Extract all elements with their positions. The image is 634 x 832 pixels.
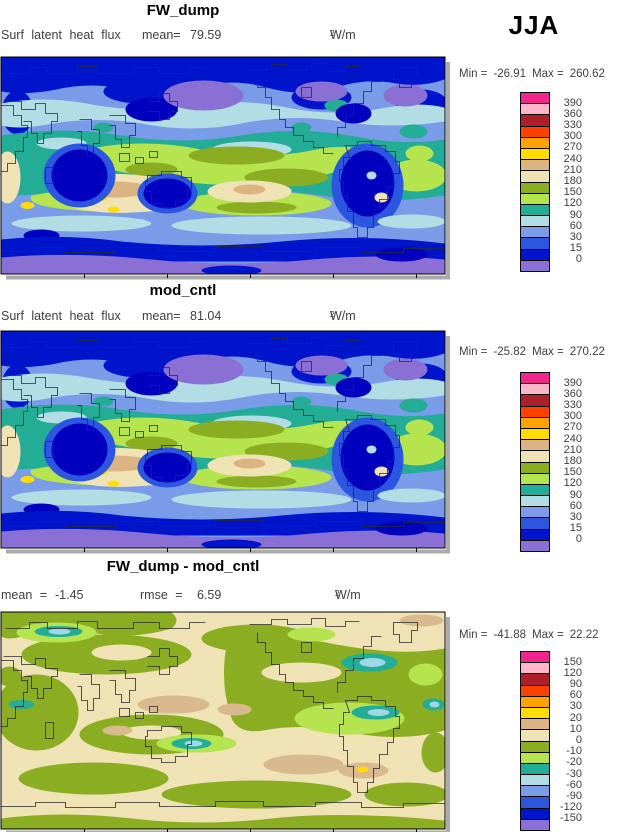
colorbar-tick-label: 60: [569, 689, 582, 702]
min-value: -41.88: [493, 629, 527, 641]
season-label: JJA: [508, 10, 560, 40]
units-label: W/m 2: [330, 28, 356, 42]
colorbar-tick-label: 150: [563, 466, 582, 479]
colorbar-cell: [520, 539, 550, 552]
colorbar-tick-label: 90: [569, 208, 582, 221]
colorbar: [520, 372, 550, 552]
colorbar-labels: 390 360 330 300 270 240 210 180 150 120 90 60 30 15 0: [556, 92, 582, 274]
units-label: W/m 2: [335, 588, 361, 602]
colorbar-tick-label: -10: [566, 745, 582, 758]
colorbar-tick-label: 300: [563, 410, 582, 423]
max-label: Max =: [532, 346, 564, 358]
map-canvas: [0, 611, 450, 832]
colorbar-tick-label: 390: [563, 96, 582, 109]
mean-value: 79.59: [190, 28, 222, 42]
max-value: 270.22: [569, 346, 605, 358]
mean-label: mean=: [142, 28, 181, 42]
variable-label: Surf latent heat flux: [1, 309, 121, 323]
colorbar-tick-label: 120: [563, 666, 582, 679]
colorbar-tick-label: 0: [575, 253, 582, 266]
map-difference: [0, 611, 452, 832]
map-canvas: [0, 330, 450, 554]
colorbar-tick-label: 210: [563, 443, 582, 456]
max-value: 260.62: [569, 68, 605, 80]
colorbar-tick-label: 360: [563, 107, 582, 120]
colorbar-tick-label: 0: [575, 533, 582, 546]
colorbar-tick-label: 240: [563, 432, 582, 445]
colorbar-tick-label: 10: [569, 722, 582, 735]
map-fw-dump: [0, 56, 452, 287]
colorbar-tick-label: 90: [569, 678, 582, 690]
rmse-value: 6.59: [197, 588, 222, 602]
colorbar-tick-label: -30: [566, 767, 582, 780]
colorbar: [520, 651, 550, 831]
colorbar-cell: [520, 818, 550, 831]
map-canvas: [0, 56, 450, 280]
colorbar-tick-label: 120: [563, 477, 582, 490]
variable-label: Surf latent heat flux: [1, 28, 121, 42]
colorbar-tick-label: 330: [563, 399, 582, 411]
colorbar-tick-label: -150: [559, 812, 582, 825]
colorbar-tick-label: 30: [569, 511, 582, 523]
colorbar-tick-label: 0: [575, 734, 582, 746]
colorbar-tick-label: 150: [563, 186, 582, 199]
colorbar-tick-label: 180: [563, 175, 582, 187]
colorbar-tick-label: 330: [563, 119, 582, 131]
colorbar-tick-label: 90: [569, 488, 582, 501]
stats-row: Surf latent heat flux mean= 81.04 W/m 2: [0, 309, 450, 325]
colorbar-tick-label: 120: [563, 197, 582, 210]
min-label: Min =: [459, 629, 488, 641]
panel-title: FW_dump - mod_cntl: [106, 558, 260, 575]
colorbar-tick-label: 15: [569, 522, 582, 535]
mean-label: mean=: [142, 309, 181, 323]
colorbar-tick-label: 20: [569, 711, 582, 724]
colorbar-tick-label: 360: [563, 387, 582, 400]
colorbar-tick-label: 270: [563, 421, 582, 434]
panel-title: mod_cntl: [149, 282, 217, 299]
units-label: W/m 2: [330, 309, 356, 323]
colorbar-cell: [520, 259, 550, 272]
colorbar-tick-label: -120: [559, 801, 582, 814]
colorbar-tick-label: 300: [563, 130, 582, 143]
max-label: Max =: [532, 629, 564, 641]
colorbar-labels: 390 360 330 300 270 240 210 180 150 120 90 60 30 15 0: [556, 372, 582, 554]
minmax-row: Min = -25.82 Max = 270.22: [459, 346, 605, 358]
mean-value: -1.45: [55, 588, 84, 602]
min-label: Min =: [459, 68, 488, 80]
stats-row: Surf latent heat flux mean= 79.59 W/m 2: [0, 28, 450, 44]
colorbar-tick-label: 270: [563, 141, 582, 154]
min-value: -26.91: [493, 68, 527, 80]
colorbar-tick-label: -20: [566, 756, 582, 769]
min-label: Min =: [459, 346, 488, 358]
colorbar-tick-label: 60: [569, 219, 582, 232]
colorbar-tick-label: 150: [563, 655, 582, 668]
mean-value: 81.04: [190, 309, 222, 323]
colorbar-tick-label: -60: [566, 778, 582, 791]
min-value: -25.82: [493, 346, 527, 358]
colorbar-labels: 150 120 90 60 30 20 10 0 -10 -20 -30 -60 -90 -120 -150: [556, 651, 582, 832]
colorbar-tick-label: 210: [563, 163, 582, 176]
map-mod-cntl: [0, 330, 452, 561]
panel-title: FW_dump: [146, 2, 220, 19]
colorbar-tick-label: -90: [566, 790, 582, 802]
max-value: 22.22: [569, 629, 599, 641]
colorbar-tick-label: 240: [563, 152, 582, 165]
colorbar-tick-label: 390: [563, 376, 582, 389]
rmse-label: rmse =: [140, 588, 183, 602]
stats-row: mean = -1.45 rmse = 6.59 W/m 2: [0, 588, 450, 604]
minmax-row: Min = -26.91 Max = 260.62: [459, 68, 605, 80]
colorbar-tick-label: 60: [569, 499, 582, 512]
colorbar-tick-label: 180: [563, 455, 582, 467]
colorbar-tick-label: 30: [569, 231, 582, 243]
max-label: Max =: [532, 68, 564, 80]
colorbar-tick-label: 30: [569, 700, 582, 713]
minmax-row: Min = -41.88 Max = 22.22: [459, 629, 598, 641]
colorbar-tick-label: 15: [569, 242, 582, 255]
mean-label: mean =: [1, 588, 48, 602]
colorbar: [520, 92, 550, 272]
